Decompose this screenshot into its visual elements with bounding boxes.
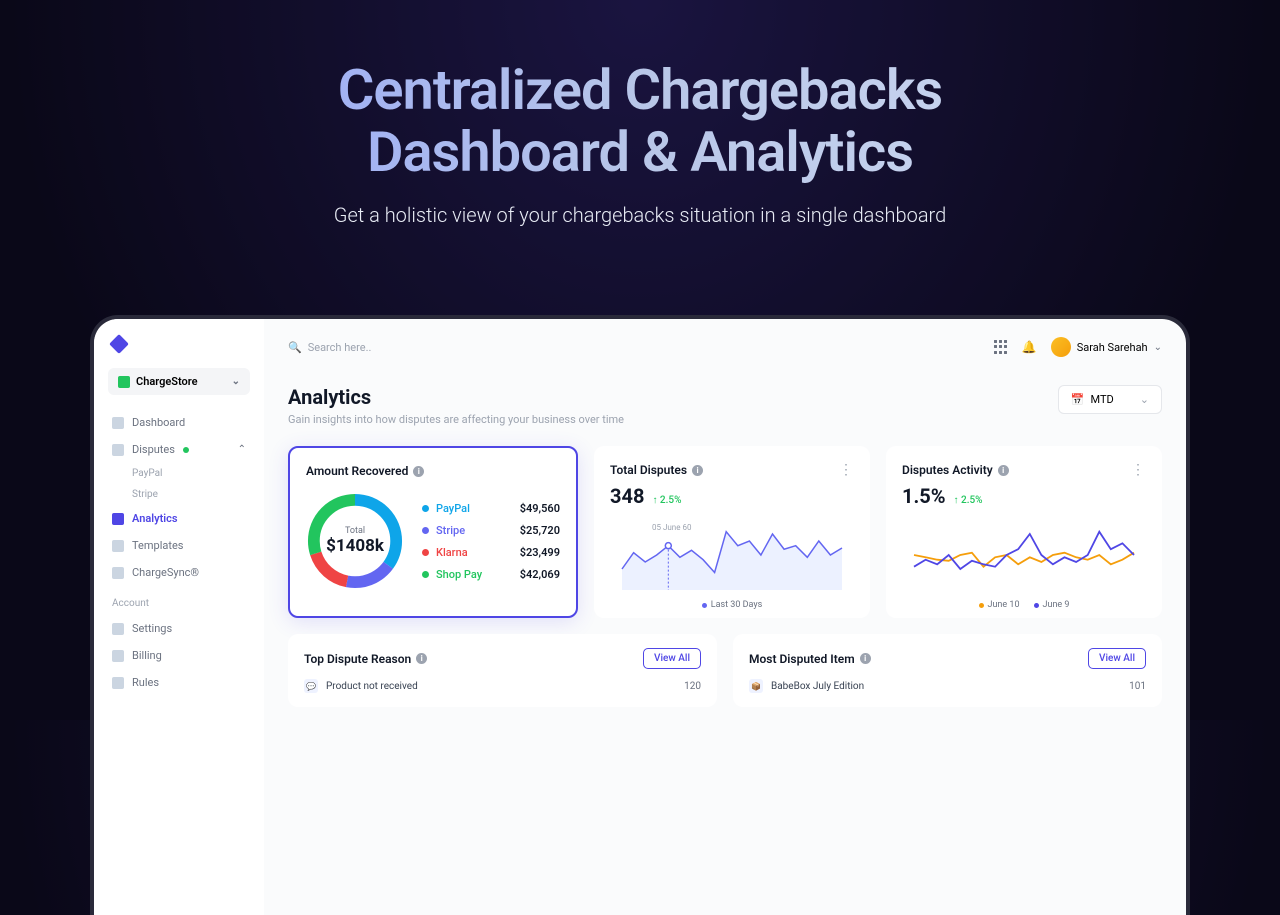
- list-item: 💬 Product not received 120: [304, 679, 701, 693]
- page-subtitle: Gain insights into how disputes are affe…: [288, 413, 624, 426]
- sidebar-item-chargesync[interactable]: ChargeSync®: [94, 559, 264, 586]
- page-title: Analytics: [288, 385, 624, 409]
- logo[interactable]: [94, 337, 264, 368]
- chevron-down-icon: ⌄: [1140, 393, 1149, 406]
- sync-icon: [112, 567, 124, 579]
- donut-legend: PayPal$49,560Stripe$25,720Klarna$23,499S…: [422, 502, 560, 581]
- apps-grid-icon[interactable]: [994, 340, 1008, 354]
- more-icon[interactable]: ⋮: [839, 462, 854, 478]
- sidebar-item-settings[interactable]: Settings: [94, 615, 264, 642]
- reason-icon: 💬: [304, 679, 318, 693]
- view-all-button[interactable]: View All: [1088, 648, 1146, 669]
- area-chart: 05 June 60 Last 30 Days: [610, 520, 854, 602]
- info-icon[interactable]: i: [692, 465, 703, 476]
- metric-value: 348: [610, 484, 644, 508]
- item-icon: 📦: [749, 679, 763, 693]
- billing-icon: [112, 650, 124, 662]
- card-disputes-activity: Disputes Activity i ⋮ 1.5% ↑ 2.5% June 1…: [886, 446, 1162, 618]
- card-amount-recovered: Amount Recovered i Total $1408k PayPal$4…: [288, 446, 578, 618]
- sidebar-item-analytics[interactable]: Analytics: [94, 505, 264, 532]
- info-icon[interactable]: i: [860, 653, 871, 664]
- analytics-icon: [112, 513, 124, 525]
- view-all-button[interactable]: View All: [643, 648, 701, 669]
- search-input[interactable]: 🔍 Search here..: [288, 341, 980, 354]
- disputes-icon: [112, 444, 124, 456]
- info-icon[interactable]: i: [416, 653, 427, 664]
- chevron-up-icon: ⌃: [238, 444, 246, 455]
- store-badge-icon: [118, 376, 130, 388]
- logo-icon: [109, 334, 129, 354]
- metric-value: 1.5%: [902, 484, 946, 508]
- calendar-icon: 📅: [1071, 393, 1085, 406]
- sidebar-item-rules[interactable]: Rules: [94, 669, 264, 696]
- store-selector[interactable]: ChargeStore ⌄: [108, 368, 250, 395]
- chevron-down-icon: ⌄: [1154, 342, 1162, 353]
- card-total-disputes: Total Disputes i ⋮ 348 ↑ 2.5% 05 June 60: [594, 446, 870, 618]
- metric-delta: ↑ 2.5%: [652, 495, 681, 506]
- rules-icon: [112, 677, 124, 689]
- sidebar-item-dashboard[interactable]: Dashboard: [94, 409, 264, 436]
- card-title: Top Dispute Reason i: [304, 652, 427, 666]
- sidebar: ChargeStore ⌄ Dashboard Disputes ⌃ PayPa…: [94, 319, 264, 915]
- templates-icon: [112, 540, 124, 552]
- card-title: Most Disputed Item i: [749, 652, 871, 666]
- avatar: [1051, 337, 1071, 357]
- hero-section: Centralized Chargebacks Dashboard & Anal…: [0, 0, 1280, 227]
- hero-subtitle: Get a holistic view of your chargebacks …: [0, 203, 1280, 227]
- list-item: 📦 BabeBox July Edition 101: [749, 679, 1146, 693]
- card-most-disputed-item: Most Disputed Item i View All 📦 BabeBox …: [733, 634, 1162, 707]
- notification-dot: [183, 447, 189, 453]
- card-title: Total Disputes i: [610, 463, 703, 477]
- device-frame: ChargeStore ⌄ Dashboard Disputes ⌃ PayPa…: [90, 315, 1190, 915]
- topbar: 🔍 Search here.. 🔔 Sarah Sarehah ⌄: [288, 337, 1162, 357]
- sidebar-sub-stripe[interactable]: Stripe: [94, 484, 264, 505]
- more-icon[interactable]: ⋮: [1131, 462, 1146, 478]
- date-filter[interactable]: 📅 MTD ⌄: [1058, 385, 1162, 414]
- settings-icon: [112, 623, 124, 635]
- sidebar-sub-paypal[interactable]: PayPal: [94, 463, 264, 484]
- card-top-dispute-reason: Top Dispute Reason i View All 💬 Product …: [288, 634, 717, 707]
- user-menu[interactable]: Sarah Sarehah ⌄: [1051, 337, 1162, 357]
- chevron-down-icon: ⌄: [232, 376, 240, 387]
- sidebar-item-billing[interactable]: Billing: [94, 642, 264, 669]
- chart-tooltip: 05 June 60: [648, 522, 695, 533]
- dashboard-icon: [112, 417, 124, 429]
- main-content: 🔍 Search here.. 🔔 Sarah Sarehah ⌄ Analyt…: [264, 319, 1186, 915]
- donut-chart: Total $1408k: [306, 492, 404, 590]
- sidebar-item-templates[interactable]: Templates: [94, 532, 264, 559]
- store-name: ChargeStore: [136, 375, 198, 388]
- info-icon[interactable]: i: [413, 466, 424, 477]
- app-container: ChargeStore ⌄ Dashboard Disputes ⌃ PayPa…: [94, 319, 1186, 915]
- user-name: Sarah Sarehah: [1077, 341, 1148, 354]
- hero-title: Centralized Chargebacks Dashboard & Anal…: [0, 60, 1280, 183]
- bell-icon[interactable]: 🔔: [1022, 340, 1037, 354]
- info-icon[interactable]: i: [998, 465, 1009, 476]
- metric-delta: ↑ 2.5%: [954, 495, 983, 506]
- account-section-label: Account: [94, 586, 264, 615]
- page-header: Analytics Gain insights into how dispute…: [288, 385, 1162, 426]
- sidebar-item-disputes[interactable]: Disputes ⌃: [94, 436, 264, 463]
- card-title: Disputes Activity i: [902, 463, 1009, 477]
- search-icon: 🔍: [288, 341, 302, 354]
- card-title: Amount Recovered i: [306, 464, 560, 478]
- line-chart: June 10June 9: [902, 520, 1146, 602]
